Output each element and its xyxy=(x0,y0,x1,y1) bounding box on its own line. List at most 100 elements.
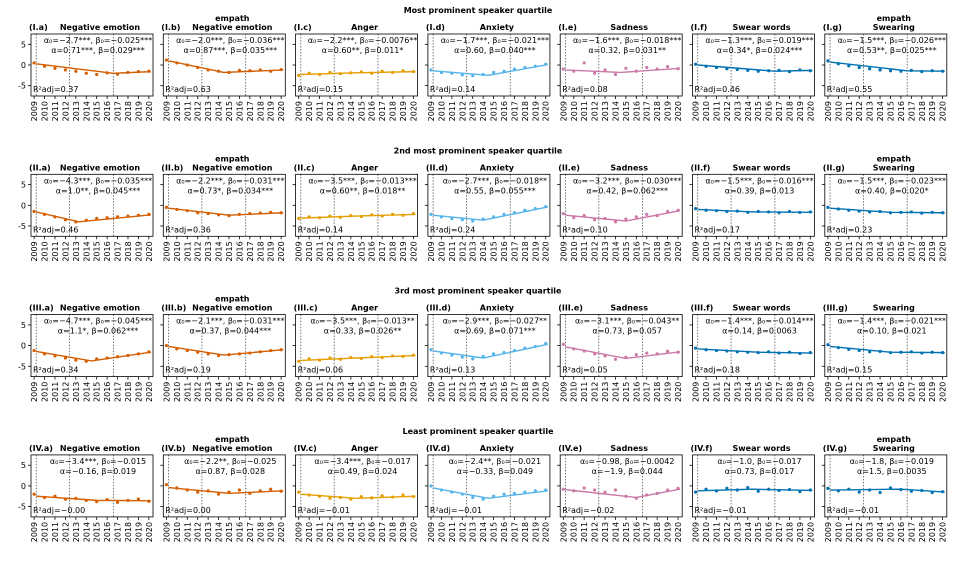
y-tick-label: 5 xyxy=(21,461,26,470)
x-tick-label: 2012 xyxy=(326,101,335,121)
x-tick-label: 2018 xyxy=(918,522,927,542)
x-tick-label: 2020 xyxy=(674,522,683,542)
panel-label: (II.f) xyxy=(691,163,711,172)
r2-label: R²adj=0.63 xyxy=(165,85,210,94)
x-tick-label: 2013 xyxy=(866,522,875,542)
x-tick-label: 2014 xyxy=(82,241,91,261)
x-tick-label: 2015 xyxy=(622,241,631,261)
x-tick-label: 2015 xyxy=(93,241,102,261)
fit-annotation: α₀=−3.5***, β₀=−0.013** xyxy=(310,317,414,326)
x-tick-label: 2012 xyxy=(458,101,467,121)
panel-title: Negative emotion xyxy=(60,304,141,313)
fit-annotation: α₀=−2.0***, β₀=−0.036*** xyxy=(176,36,284,45)
panel-label: (II.c) xyxy=(294,163,315,172)
x-tick-label: 2020 xyxy=(277,101,286,121)
x-tick-label: 2015 xyxy=(622,522,631,542)
x-tick-label: 2014 xyxy=(215,101,224,121)
x-tick-label: 2016 xyxy=(235,241,244,261)
point xyxy=(53,66,57,70)
fit-line xyxy=(433,63,548,77)
x-tick-label: 2012 xyxy=(855,101,864,121)
y-tick-label: -5 xyxy=(18,503,26,512)
panel-label: (III.g) xyxy=(823,304,848,313)
r2-label: R²adj=0.55 xyxy=(827,85,872,94)
x-tick-label: 2015 xyxy=(886,522,895,542)
x-tick-label: 2011 xyxy=(51,382,60,402)
x-tick-label: 2015 xyxy=(886,101,895,121)
x-tick-label: 2010 xyxy=(41,522,50,542)
x-tick-label: 2018 xyxy=(124,522,133,542)
x-tick-label: 2015 xyxy=(357,101,366,121)
fit-annotation: α=0.49, β=0.024 xyxy=(328,467,398,476)
panel-label: (I.c) xyxy=(294,23,312,32)
point xyxy=(297,359,301,363)
x-tick-label: 2014 xyxy=(215,382,224,402)
fit-line xyxy=(565,209,681,222)
x-tick-label: 2009 xyxy=(162,241,171,261)
x-tick-label: 2019 xyxy=(928,241,937,261)
r2-label: R²adj=0.00 xyxy=(165,506,210,515)
fit-annotation: α₀=−1.3***, β₀=−0.019*** xyxy=(705,36,813,45)
x-tick-label: 2009 xyxy=(692,522,701,542)
point xyxy=(32,209,36,214)
y-tick-label: 5 xyxy=(21,181,26,190)
x-tick-label: 2017 xyxy=(643,241,652,261)
fit-line xyxy=(829,345,945,354)
x-tick-label: 2011 xyxy=(580,522,589,542)
x-tick-label: 2009 xyxy=(559,382,568,402)
point xyxy=(826,343,830,347)
x-tick-label: 2017 xyxy=(510,522,519,542)
point xyxy=(666,349,670,353)
point xyxy=(429,68,433,72)
x-tick-label: 2011 xyxy=(316,101,325,121)
x-tick-label: 2009 xyxy=(427,241,436,261)
fit-annotation: α=−0.16, β=0.019 xyxy=(60,467,136,476)
x-tick-label: 2019 xyxy=(796,241,805,261)
x-tick-label: 2009 xyxy=(162,101,171,121)
x-tick-label: 2016 xyxy=(500,382,509,402)
panel-title: Anger xyxy=(351,23,378,32)
fit-annotation: α=0.73, β=0.057 xyxy=(592,327,662,336)
x-tick-label: 2019 xyxy=(531,522,540,542)
x-tick-label: 2010 xyxy=(570,382,579,402)
r2-label: R²adj=0.08 xyxy=(562,85,607,94)
point xyxy=(471,357,475,361)
fit-line xyxy=(300,354,416,362)
x-tick-label: 2020 xyxy=(145,241,154,261)
x-tick-label: 2017 xyxy=(114,522,123,542)
r2-label: R²adj=0.15 xyxy=(298,85,343,94)
point xyxy=(593,488,597,492)
point xyxy=(491,352,496,356)
x-tick-label: 2013 xyxy=(469,241,478,261)
panel-label: (IV.g) xyxy=(823,444,847,453)
fit-line xyxy=(829,207,945,214)
r2-label: R²adj=0.46 xyxy=(695,85,740,94)
panel-label: (III.d) xyxy=(426,304,451,313)
x-tick-label: 2010 xyxy=(41,382,50,402)
x-tick-label: 2013 xyxy=(733,241,742,261)
point xyxy=(32,492,36,496)
point xyxy=(297,216,301,221)
panel-title: Negative emotion xyxy=(60,444,141,453)
point xyxy=(115,500,120,505)
x-tick-label: 2012 xyxy=(61,241,70,261)
x-tick-label: 2013 xyxy=(866,241,875,261)
panel-label: (II.d) xyxy=(426,163,448,172)
point xyxy=(297,490,301,494)
point xyxy=(593,218,597,222)
point xyxy=(164,205,169,209)
x-tick-label: 2011 xyxy=(580,382,589,402)
fit-annotation: α=0.60**, β=0.018** xyxy=(320,186,406,195)
x-tick-label: 2012 xyxy=(723,382,732,402)
x-tick-label: 2012 xyxy=(61,382,70,402)
x-tick-label: 2013 xyxy=(733,382,742,402)
fit-annotation: α₀=−3.4***, β₀=−0.017 xyxy=(314,457,410,466)
point xyxy=(471,495,475,500)
x-tick-label: 2019 xyxy=(399,382,408,402)
x-tick-label: 2012 xyxy=(855,382,864,402)
point xyxy=(297,73,301,77)
panel-label: (IV.e) xyxy=(558,444,582,453)
x-tick-label: 2011 xyxy=(845,382,854,402)
x-tick-label: 2016 xyxy=(103,101,112,121)
x-tick-label: 2011 xyxy=(712,241,721,261)
